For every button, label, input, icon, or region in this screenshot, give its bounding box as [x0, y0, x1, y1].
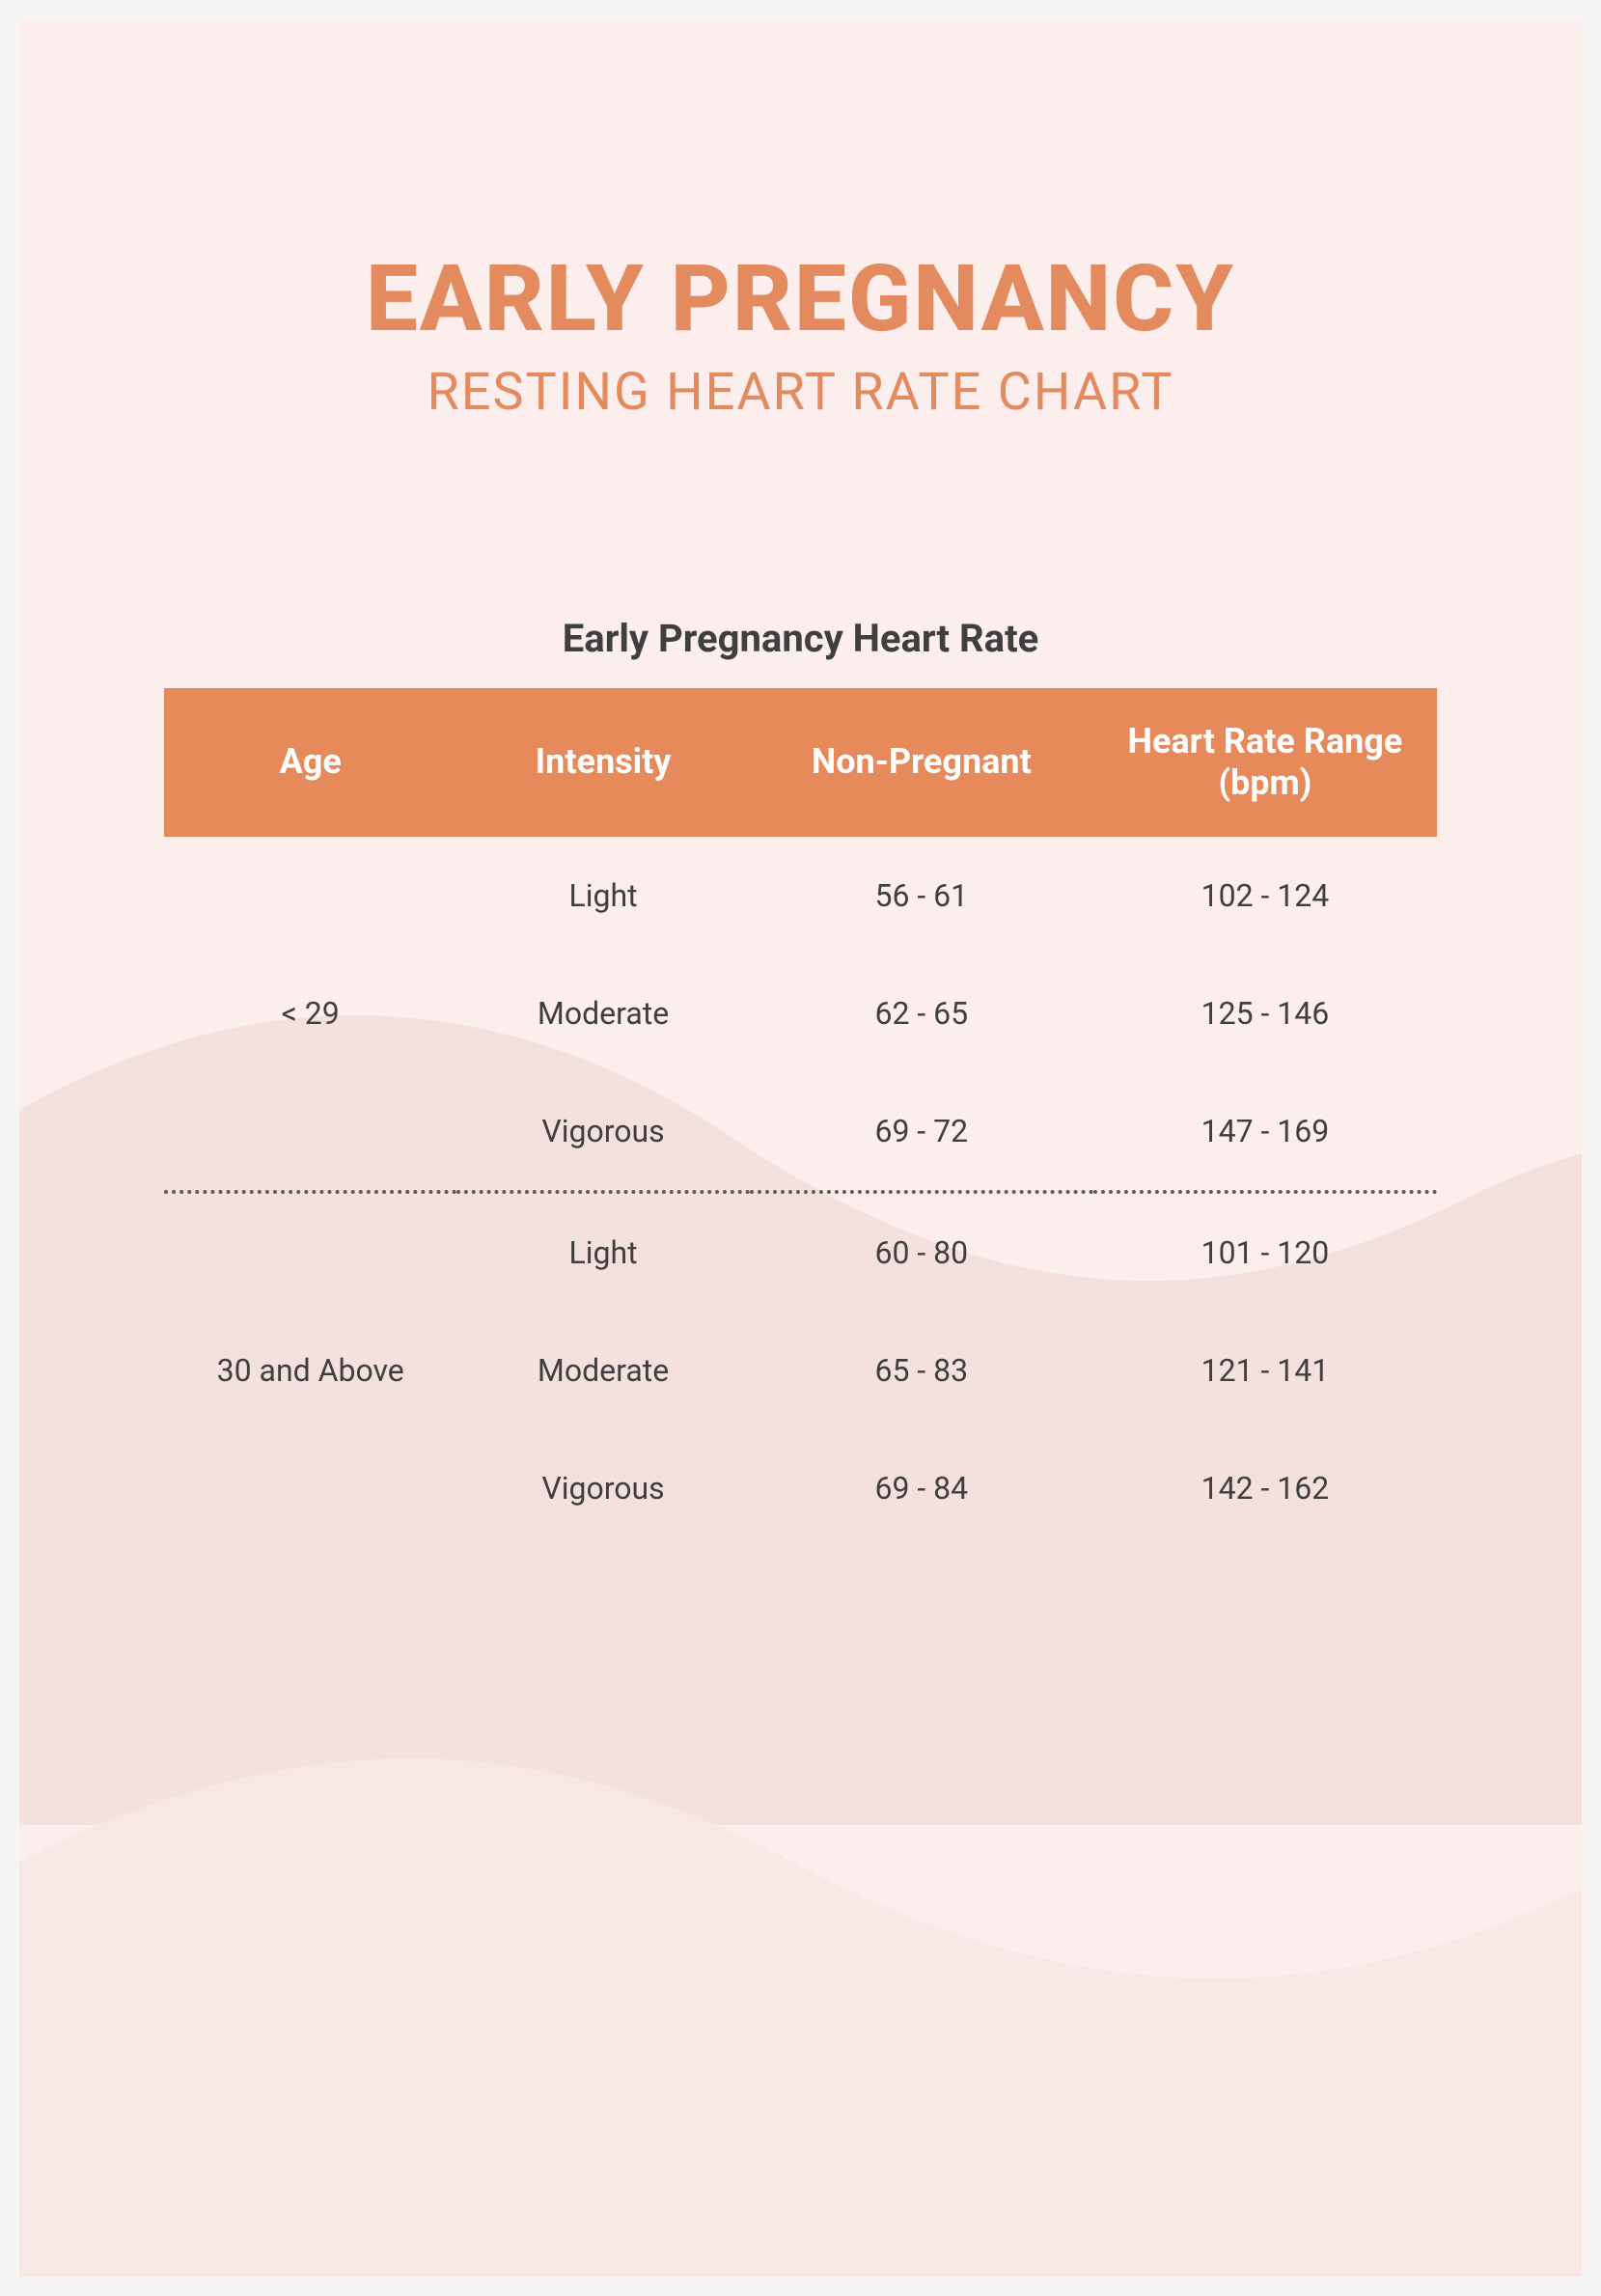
cell-intensity: Vigorous [456, 1072, 749, 1192]
cell-intensity: Light [456, 1194, 749, 1312]
cell-hr-range: 142 - 162 [1093, 1429, 1437, 1547]
cell-hr-range: 147 - 169 [1093, 1072, 1437, 1192]
page-title: EARLY PREGNANCY [164, 251, 1437, 348]
table-caption: Early Pregnancy Heart Rate [164, 616, 1437, 661]
content-area: EARLY PREGNANCY RESTING HEART RATE CHART… [19, 19, 1582, 1547]
cell-hr-range: 125 - 146 [1093, 954, 1437, 1072]
table-row: < 29 Light 56 - 61 102 - 124 [164, 837, 1437, 954]
col-hr-range: Heart Rate Range (bpm) [1093, 688, 1437, 837]
cell-non-pregnant: 69 - 72 [750, 1072, 1093, 1192]
page: EARLY PREGNANCY RESTING HEART RATE CHART… [19, 19, 1582, 2277]
col-age: Age [164, 688, 456, 837]
cell-intensity: Moderate [456, 1312, 749, 1429]
cell-intensity: Moderate [456, 954, 749, 1072]
cell-non-pregnant: 56 - 61 [750, 837, 1093, 954]
cell-intensity: Light [456, 837, 749, 954]
cell-non-pregnant: 65 - 83 [750, 1312, 1093, 1429]
col-non-pregnant: Non-Pregnant [750, 688, 1093, 837]
table-row: 30 and Above Light 60 - 80 101 - 120 [164, 1194, 1437, 1312]
cell-non-pregnant: 60 - 80 [750, 1194, 1093, 1312]
cell-non-pregnant: 69 - 84 [750, 1429, 1093, 1547]
cell-hr-range: 121 - 141 [1093, 1312, 1437, 1429]
cell-hr-range: 101 - 120 [1093, 1194, 1437, 1312]
wave-shape-front [19, 1592, 1582, 2277]
cell-hr-range: 102 - 124 [1093, 837, 1437, 954]
cell-age: 30 and Above [164, 1194, 456, 1547]
cell-non-pregnant: 62 - 65 [750, 954, 1093, 1072]
page-subtitle: RESTING HEART RATE CHART [164, 362, 1437, 423]
cell-intensity: Vigorous [456, 1429, 749, 1547]
col-intensity: Intensity [456, 688, 749, 837]
table-header-row: Age Intensity Non-Pregnant Heart Rate Ra… [164, 688, 1437, 837]
heart-rate-table: Age Intensity Non-Pregnant Heart Rate Ra… [164, 688, 1437, 1547]
cell-age: < 29 [164, 837, 456, 1192]
